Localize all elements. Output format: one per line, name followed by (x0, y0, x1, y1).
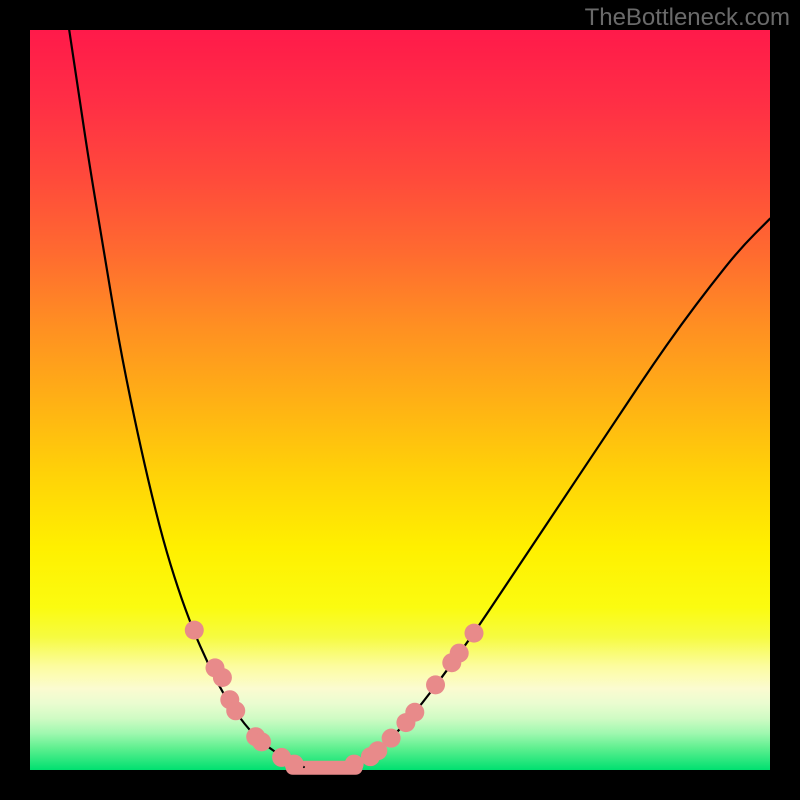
data-marker (185, 621, 204, 640)
data-marker (426, 675, 445, 694)
data-marker (226, 701, 245, 720)
chart-container: TheBottleneck.com (0, 0, 800, 800)
curves-layer (30, 30, 770, 770)
data-markers-right (345, 624, 484, 774)
data-marker (285, 755, 304, 774)
data-marker (252, 732, 271, 751)
bottleneck-curve-left (69, 30, 304, 767)
data-marker (382, 729, 401, 748)
data-marker (465, 624, 484, 643)
plot-area (30, 30, 770, 770)
data-marker (213, 668, 232, 687)
bottleneck-curve-right (348, 219, 770, 767)
data-marker (345, 755, 364, 774)
data-marker (450, 644, 469, 663)
watermark-text: TheBottleneck.com (585, 4, 790, 32)
data-marker (405, 703, 424, 722)
data-markers-left (185, 621, 304, 774)
